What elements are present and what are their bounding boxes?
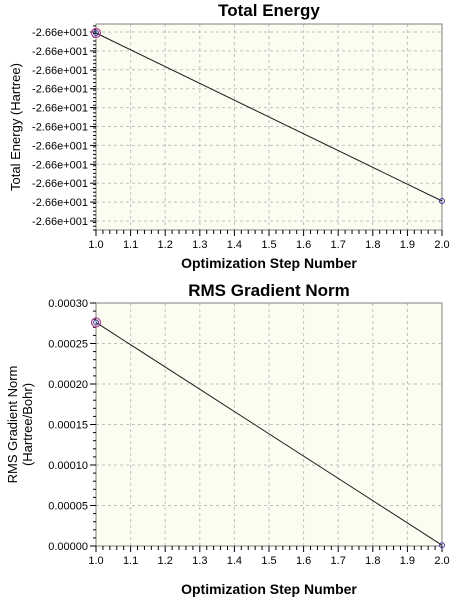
x-tick-label: 1.4 (227, 555, 242, 567)
x-tick-label: 1.2 (158, 555, 173, 567)
y-tick-label: 0.00000 (48, 541, 88, 553)
y-axis-label: Total Energy (Hartree) (8, 63, 23, 191)
y-tick-label: -2.66e+001 (32, 46, 88, 58)
x-axis-label: Optimization Step Number (181, 255, 357, 271)
y-tick-label: 0.00010 (48, 460, 88, 472)
x-tick-label: 1.1 (123, 555, 138, 567)
highlighted-point-ring (90, 317, 102, 328)
y-tick-label: -2.66e+001 (32, 178, 88, 190)
x-tick-label: 1.4 (227, 239, 242, 251)
x-tick-label: 1.6 (296, 555, 311, 567)
data-point (439, 542, 445, 549)
x-tick-label: 1.8 (365, 239, 380, 251)
chart-title: RMS Gradient Norm (188, 281, 350, 300)
x-tick-label: 1.9 (400, 239, 415, 251)
y-tick-label: 0.00015 (48, 420, 88, 432)
x-tick-label: 1.0 (88, 239, 103, 251)
y-tick-label: -2.66e+001 (32, 84, 88, 96)
x-tick-label: 1.6 (296, 239, 311, 251)
y-tick-label: 0.00020 (48, 379, 88, 391)
y-tick-label: 0.00005 (48, 501, 88, 513)
y-axis-label: RMS Gradient Norm (5, 366, 20, 484)
y-tick-label: -2.66e+001 (32, 65, 88, 77)
y-axis-label: (Hartree/Bohr) (20, 383, 35, 466)
x-tick-label: 1.7 (331, 555, 346, 567)
x-tick-label: 1.1 (123, 239, 138, 251)
y-tick-label: -2.66e+001 (32, 140, 88, 152)
x-tick-label: 2.0 (434, 239, 449, 251)
data-point (93, 30, 99, 36)
x-tick-label: 1.0 (88, 555, 103, 567)
x-tick-label: 1.5 (261, 555, 276, 567)
highlighted-point-ring (90, 27, 102, 39)
x-tick-label: 1.5 (261, 239, 276, 251)
chart-title: Total Energy (218, 1, 320, 20)
y-tick-label: -2.66e+001 (32, 216, 88, 228)
x-tick-label: 1.2 (158, 239, 173, 251)
y-tick-label: 0.00030 (48, 298, 88, 310)
y-tick-label: -2.66e+001 (32, 122, 88, 134)
y-tick-label: -2.66e+001 (32, 159, 88, 171)
x-tick-label: 2.0 (434, 555, 449, 567)
x-tick-label: 1.3 (192, 555, 207, 567)
y-tick-label: -2.66e+001 (32, 197, 88, 209)
chart-2: RMS Gradient Norm 1.0 1.1 1.2 1.3 1.4 1.5 1.6 1.… (5, 281, 450, 597)
data-point (93, 319, 99, 326)
y-tick-label: 0.00025 (48, 339, 88, 351)
x-axis-label: Optimization Step Number (181, 581, 357, 597)
x-tick-label: 1.3 (192, 239, 207, 251)
x-tick-label: 1.8 (365, 555, 380, 567)
x-tick-label: 1.9 (400, 555, 415, 567)
y-tick-label: -2.66e+001 (32, 103, 88, 115)
series-line (95, 322, 443, 546)
chart-1: Total Energy 1.0 1.1 1.2 1.3 1.4 1.5 1.6 1.7 1.8 1… (8, 1, 450, 271)
data-point (439, 198, 445, 204)
y-tick-label: -2.66e+001 (32, 27, 88, 39)
x-tick-label: 1.7 (331, 239, 346, 251)
series-line (95, 32, 443, 202)
